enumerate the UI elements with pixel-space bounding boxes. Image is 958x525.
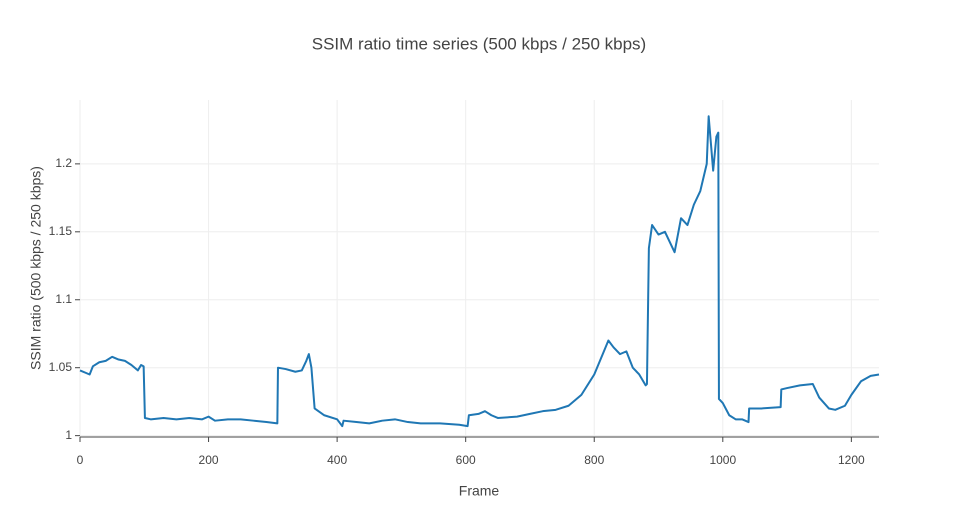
x-tick-label: 0 [77, 453, 84, 467]
y-tick-label: 1.05 [49, 360, 73, 374]
y-tick-label: 1.1 [55, 292, 72, 306]
x-tick-label: 600 [456, 453, 476, 467]
x-tick-label: 200 [199, 453, 219, 467]
y-tick-label: 1.2 [55, 156, 72, 170]
chart-title: SSIM ratio time series (500 kbps / 250 k… [312, 34, 646, 53]
x-axis-title: Frame [459, 483, 500, 499]
x-tick-label: 400 [327, 453, 347, 467]
y-axis-title: SSIM ratio (500 kbps / 250 kbps) [28, 166, 44, 370]
line-series [79, 115, 880, 428]
x-tick-label: 1000 [709, 453, 736, 467]
y-tick-label: 1.15 [49, 224, 73, 238]
x-tick-label: 1200 [838, 453, 865, 467]
x-tick-label: 800 [584, 453, 604, 467]
y-tick-label: 1 [65, 428, 72, 442]
